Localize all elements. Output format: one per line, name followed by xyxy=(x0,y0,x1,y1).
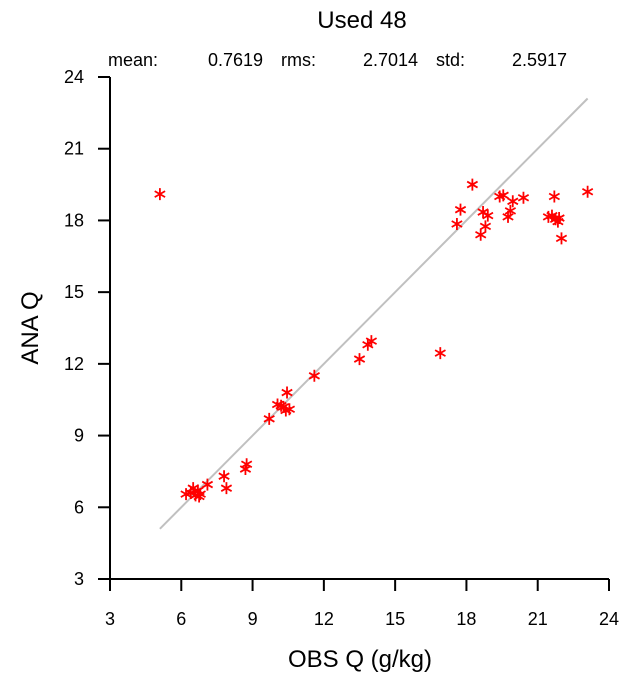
data-point xyxy=(553,212,565,225)
x-tick-label: 18 xyxy=(456,609,476,629)
y-tick-label: 18 xyxy=(64,210,84,230)
data-point xyxy=(482,209,494,222)
mean-label: mean: xyxy=(108,50,158,70)
reference-line xyxy=(159,97,589,530)
std-label: std: xyxy=(436,50,465,70)
data-point xyxy=(466,178,479,191)
y-tick-label: 9 xyxy=(74,426,84,446)
std-value: 2.5917 xyxy=(512,50,567,70)
y-tick-label: 12 xyxy=(64,354,84,374)
x-tick-label: 24 xyxy=(599,609,619,629)
data-point xyxy=(517,191,530,204)
data-point xyxy=(218,470,230,483)
x-tick-label: 6 xyxy=(176,609,186,629)
x-tick-label: 3 xyxy=(105,609,115,629)
y-tick-label: 15 xyxy=(64,282,84,302)
reference-line-layer xyxy=(159,97,589,530)
data-point xyxy=(281,386,293,399)
chart-title: Used 48 xyxy=(317,7,406,34)
data-point xyxy=(497,189,509,202)
data-point xyxy=(451,218,463,231)
y-tick-label: 24 xyxy=(64,67,84,87)
axes: 3 6 9 12 15 18 21 24 3 6 9 12 15 18 21 24 xyxy=(64,67,619,629)
x-tick-label: 15 xyxy=(385,609,405,629)
y-tick-label: 21 xyxy=(64,139,84,159)
y-tick-label: 6 xyxy=(74,497,84,517)
x-axis-label: OBS Q (g/kg) xyxy=(288,646,432,673)
data-point xyxy=(263,412,275,425)
x-tick-label: 12 xyxy=(314,609,334,629)
data-point xyxy=(240,458,253,471)
y-axis-label: ANA Q xyxy=(17,291,44,364)
data-point xyxy=(283,403,296,416)
data-point xyxy=(581,185,594,198)
x-tick-label: 21 xyxy=(528,609,548,629)
data-point xyxy=(365,335,378,348)
data-points xyxy=(154,178,594,503)
data-point xyxy=(220,482,233,495)
data-point xyxy=(353,353,366,366)
y-tick-label: 3 xyxy=(74,569,84,589)
rms-label: rms: xyxy=(281,50,316,70)
data-point xyxy=(454,203,467,216)
stats-row: mean: 0.7619 rms: 2.7014 std: 2.5917 xyxy=(108,50,567,70)
data-point xyxy=(555,232,568,245)
data-point xyxy=(154,188,166,201)
data-point xyxy=(548,190,560,203)
data-point xyxy=(507,195,519,208)
x-tick-label: 9 xyxy=(248,609,258,629)
data-point xyxy=(479,220,492,233)
rms-value: 2.7014 xyxy=(363,50,418,70)
data-point xyxy=(475,228,487,241)
mean-value: 0.7619 xyxy=(208,50,263,70)
data-point xyxy=(504,204,517,217)
data-point xyxy=(201,478,214,491)
data-point xyxy=(308,369,320,382)
data-point xyxy=(434,347,446,360)
data-point xyxy=(194,488,206,501)
